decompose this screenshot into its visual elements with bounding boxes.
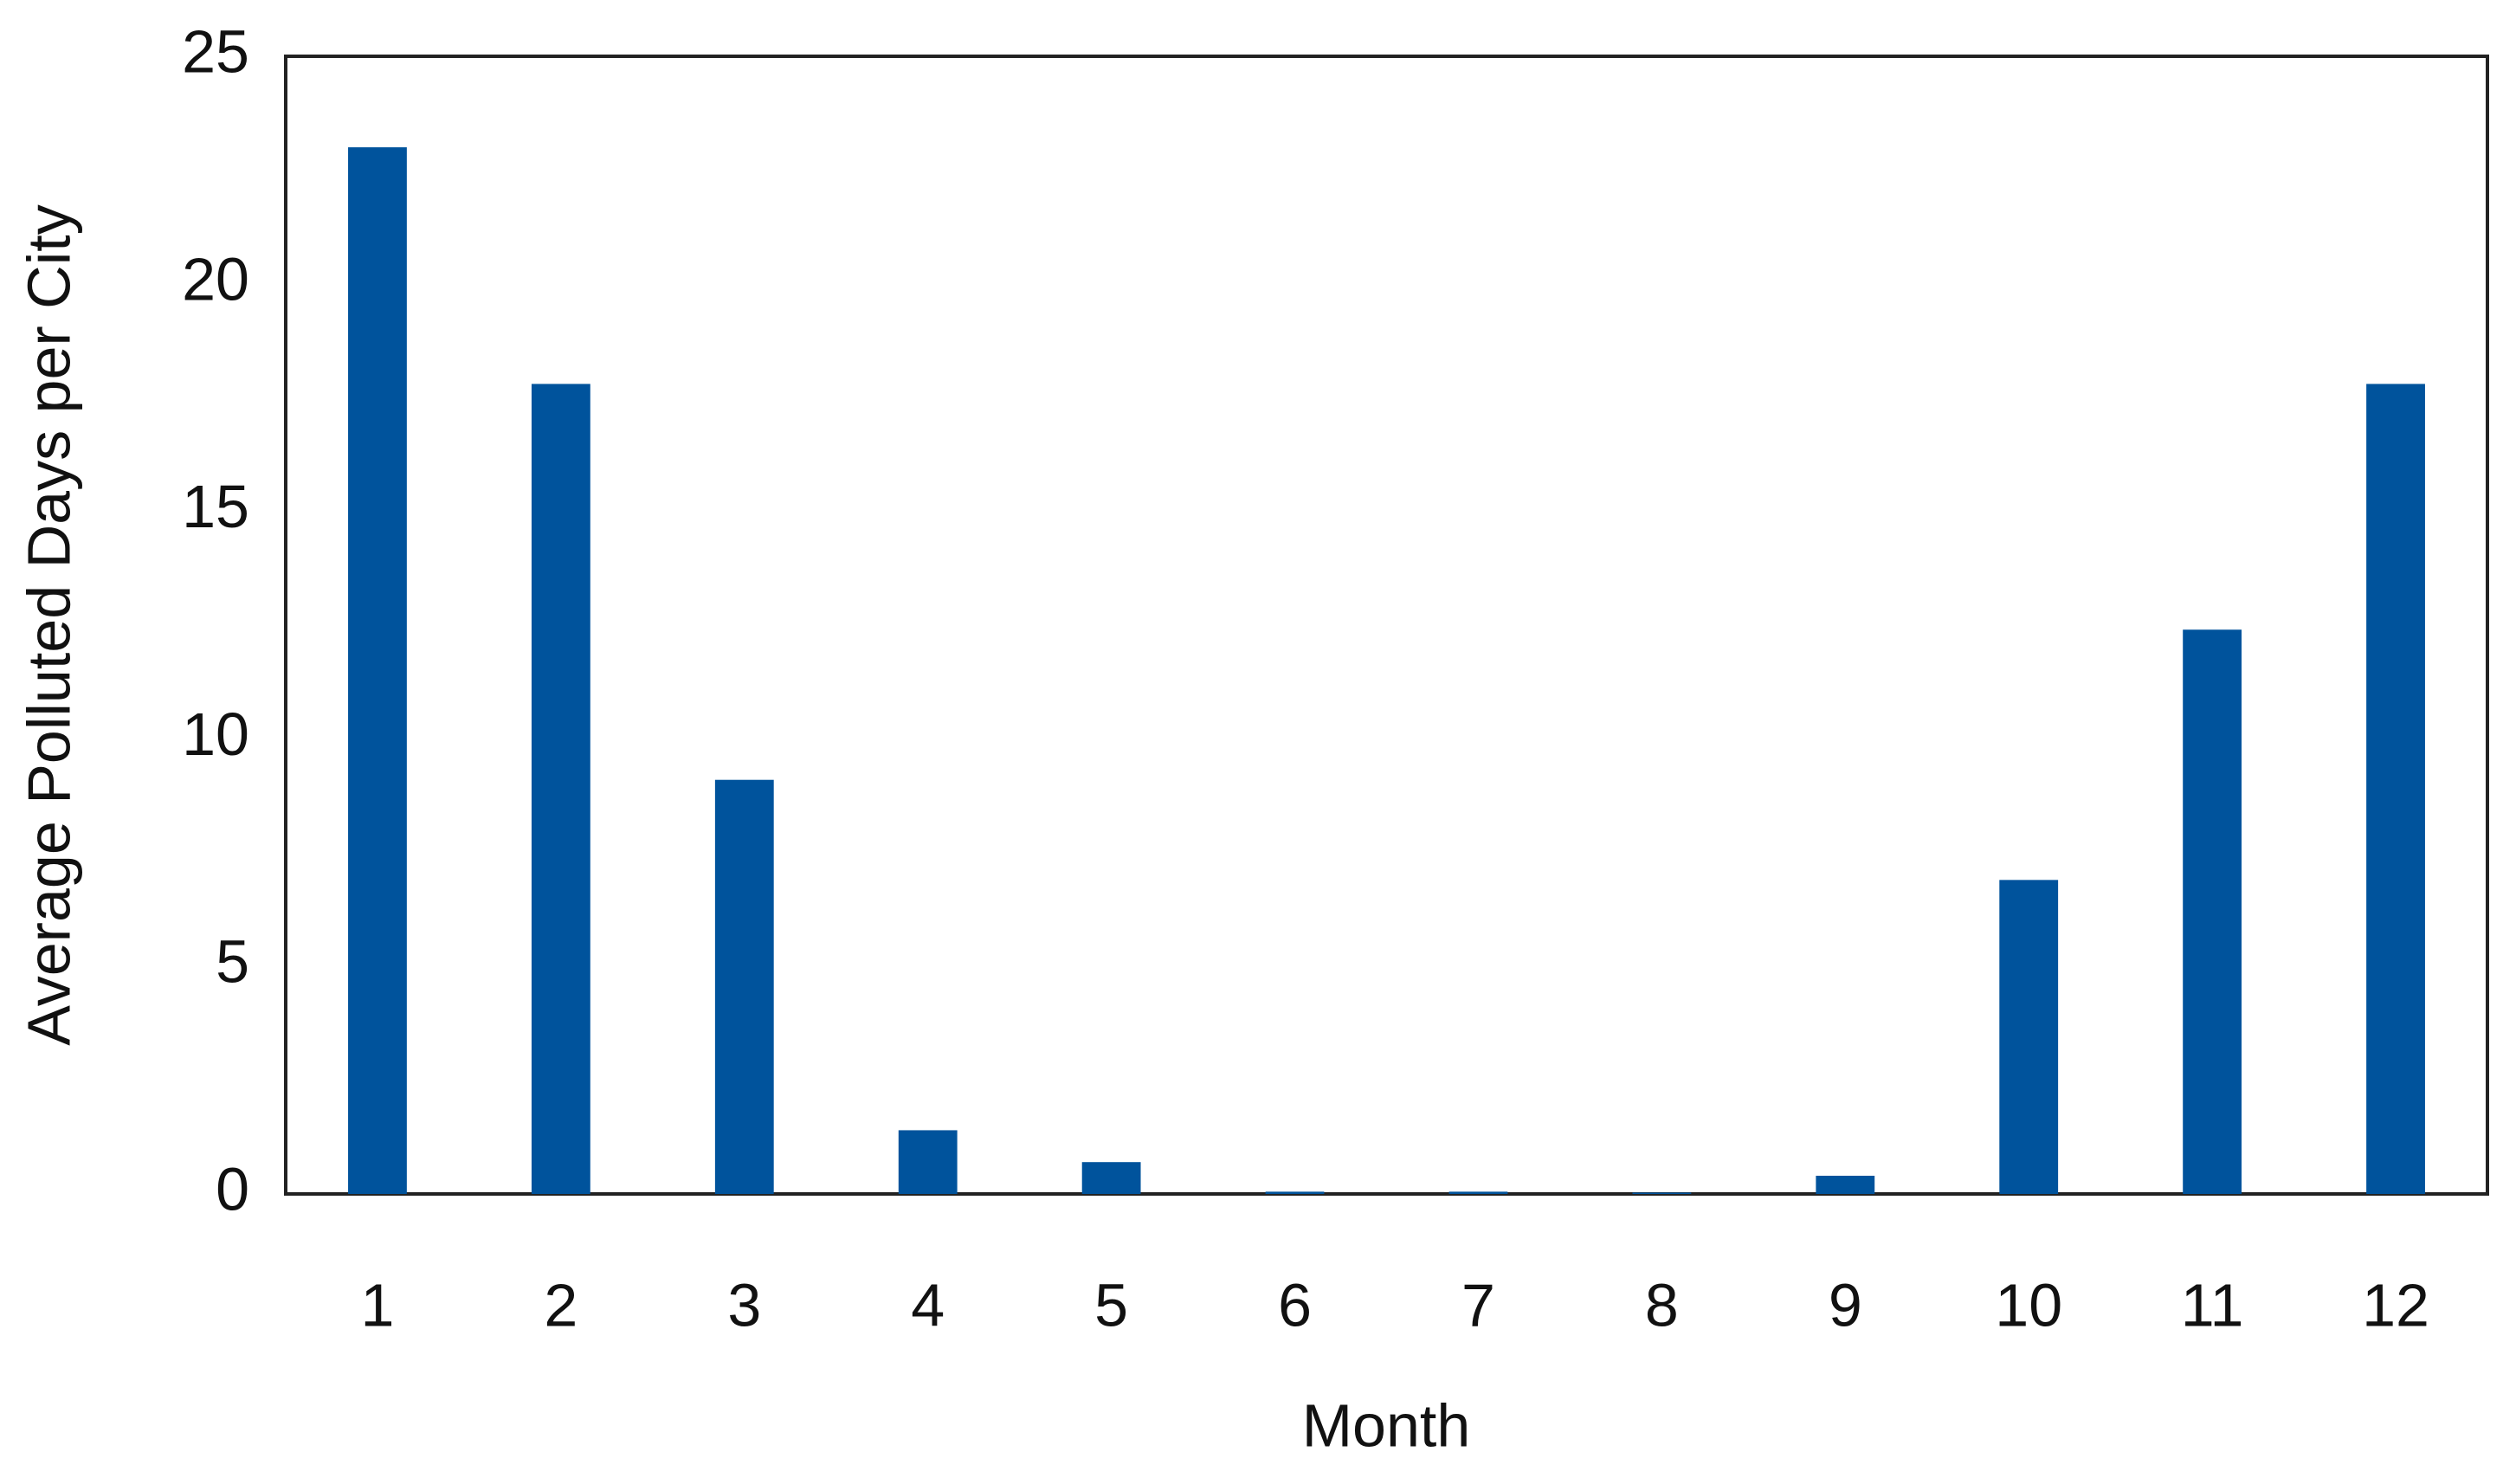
bar [531,384,590,1194]
x-tick-label: 4 [911,1271,945,1339]
bar [348,147,407,1194]
x-tick-label: 6 [1278,1271,1312,1339]
bar [2183,629,2242,1194]
y-tick-label: 10 [182,700,249,768]
y-tick-label: 0 [216,1155,249,1223]
x-tick-label: 1 [360,1271,394,1339]
y-tick-label: 15 [182,473,249,540]
y-tick-label: 5 [216,928,249,996]
bar [714,779,774,1194]
x-tick-label: 11 [2181,1271,2244,1339]
bar [1081,1162,1141,1194]
x-tick-label: 12 [2362,1271,2429,1339]
bar [2366,384,2425,1194]
x-axis-label: Month [1302,1391,1471,1459]
bar [1816,1175,1875,1194]
bar [1999,880,2059,1194]
bar [1265,1191,1325,1194]
bar [1448,1191,1508,1194]
x-tick-label: 8 [1645,1271,1679,1339]
y-tick-label: 20 [182,245,249,313]
x-tick-label: 9 [1829,1271,1862,1339]
x-tick-label: 7 [1461,1271,1495,1339]
plot-frame [284,55,2489,1196]
bar [898,1130,958,1194]
x-tick-label: 5 [1094,1271,1128,1339]
x-tick-label: 10 [1995,1271,2062,1339]
bar [1632,1192,1692,1194]
y-tick-label: 25 [182,17,249,85]
x-tick-label: 3 [727,1271,761,1339]
x-tick-label: 2 [544,1271,577,1339]
y-axis-label: Average Polluted Days per City [15,204,82,1045]
